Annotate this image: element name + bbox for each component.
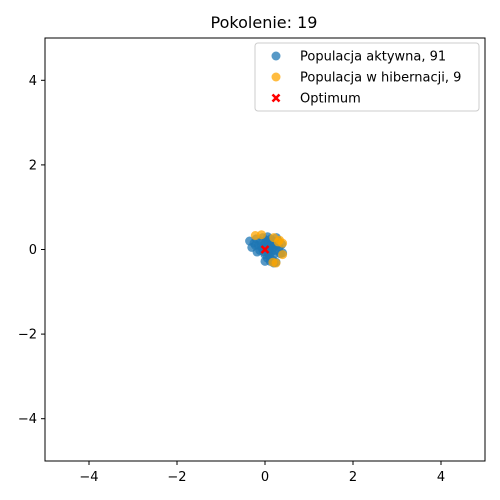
optimum-marker [260,245,270,254]
x-axis-ticks: −4 −2 0 2 4 [79,461,445,485]
y-tick-label: 4 [29,74,37,89]
hibernating-population-point [256,230,266,240]
y-axis-ticks: −4 −2 0 2 4 [18,74,45,427]
hibernating-population-point [273,237,283,247]
x-tick-label: 2 [349,470,357,485]
points-layer [245,230,288,268]
x-tick-label: −4 [79,470,98,485]
legend-marker [271,51,281,61]
legend-label: Optimum [300,92,361,107]
legend: Populacja aktywna, 91 Populacja w hiberna… [254,42,480,112]
legend-label: Populacja aktywna, 91 [300,50,446,65]
active-population-point [250,240,260,250]
hibernating-population-point [271,258,281,268]
y-tick-label: −4 [18,412,37,427]
x-tick-label: −2 [167,470,186,485]
y-tick-label: 2 [29,158,37,173]
y-tick-label: −2 [18,328,37,343]
legend-box [254,42,480,112]
x-tick-label: 4 [437,470,445,485]
chart-title: Pokolenie: 19 [211,13,318,32]
legend-label: Populacja w hibernacji, 9 [300,71,461,86]
hibernating-population-point [278,250,288,260]
legend-optimum-marker [271,93,281,103]
legend-marker [271,72,281,82]
x-tick-label: 0 [261,470,269,485]
y-tick-label: 0 [29,243,37,258]
